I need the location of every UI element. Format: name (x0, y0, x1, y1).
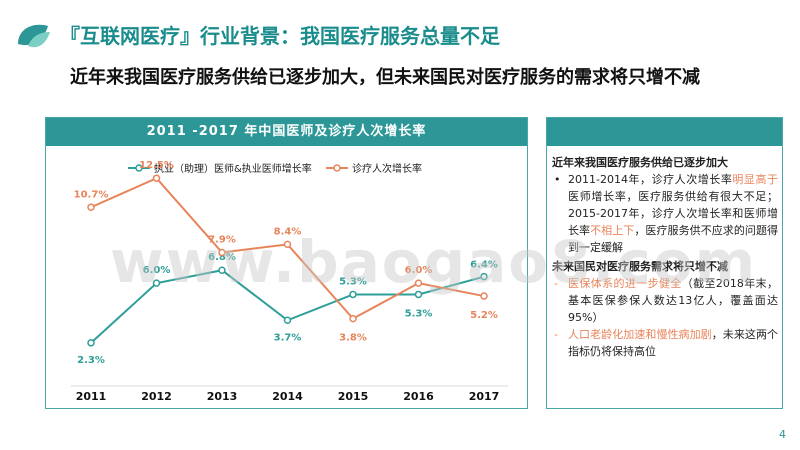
bullet-dot-icon: • (554, 173, 561, 186)
data-point (87, 203, 95, 212)
bullet-dash-icon: - (554, 328, 558, 341)
bullet-item-1: • 2011-2014年，诊疗人次增长率明显高于医师增长率，医疗服务供给有很大不足… (552, 171, 778, 256)
item2-text: （截至2018年末，基本医保参保人数达13亿人，覆盖面达95%） (568, 277, 778, 324)
legend-marker (135, 164, 143, 172)
x-tick-label: 2011 (76, 390, 107, 403)
chart-title: 2011 -2017 年中国医师及诊疗人次增长率 (46, 118, 527, 146)
item1-text-e: ，医疗服务供不应求的问题得到一定缓解 (568, 224, 779, 254)
bullet-dash-icon: - (554, 277, 558, 290)
data-label: 6.0% (405, 265, 433, 276)
data-label: 6.0% (143, 265, 171, 276)
item1-text-a: 2011-2014年，诊疗人次增长率 (568, 173, 733, 186)
x-tick-label: 2014 (272, 390, 303, 403)
data-label: 2.3% (77, 355, 105, 366)
item1-highlight-a: 明显高于 (732, 173, 778, 186)
chart-panel: 2011 -2017 年中国医师及诊疗人次增长率 执业（助理）医师&执业医师增长… (45, 117, 528, 409)
data-point (283, 240, 292, 249)
x-tick-label: 2015 (338, 390, 369, 403)
data-point (414, 290, 423, 299)
item1-highlight-b: 不相上下 (590, 224, 635, 237)
x-tick-label: 2013 (207, 390, 238, 403)
data-label: 6.4% (470, 260, 498, 271)
side-panel-content: 近年来我国医疗服务供给已逐步加大 • 2011-2014年，诊疗人次增长率明显高于… (552, 152, 778, 360)
bullet-item-2: - 医保体系的进一步健全（截至2018年末，基本医保参保人数达13亿人，覆盖面达9… (552, 275, 778, 326)
data-label: 3.8% (339, 333, 367, 344)
legend-marker (333, 164, 341, 172)
logo-icon (18, 24, 50, 48)
legend-label: 执业（助理）医师&执业医师增长率 (154, 162, 312, 175)
item3-highlight: 人口老龄化加速和慢性病加剧 (568, 328, 712, 341)
data-label: 5.3% (339, 276, 367, 287)
item3-text: ，未来这两个指标仍将保持高位 (568, 328, 779, 358)
data-point (87, 339, 95, 347)
data-label: 10.7% (74, 189, 109, 200)
data-label: 6.8% (208, 252, 236, 263)
data-point (480, 272, 488, 281)
data-point (349, 290, 357, 299)
data-point (349, 314, 357, 323)
item2-highlight: 医保体系的进一步健全 (568, 277, 682, 290)
watermark: www.baogao8.com (110, 228, 758, 296)
data-point (218, 266, 226, 274)
data-label: 5.3% (405, 308, 433, 319)
section1-title: 近年来我国医疗服务供给已逐步加大 (552, 156, 728, 169)
data-label: 7.9% (208, 234, 236, 245)
x-tick-label: 2017 (469, 390, 500, 403)
data-point (414, 279, 423, 287)
bullet-item-3: - 人口老龄化加速和慢性病加剧，未来这两个指标仍将保持高位 (552, 326, 778, 360)
data-label: 12.5% (139, 160, 174, 171)
data-label: 8.4% (274, 226, 302, 237)
data-point (480, 292, 488, 300)
side-panel-header (547, 118, 782, 146)
data-point (152, 279, 161, 287)
page-subtitle: 近年来我国医疗服务供给已逐步加大，但未来国民对医疗服务的需求将只增不减 (70, 67, 700, 88)
x-tick-label: 2016 (403, 390, 434, 403)
side-panel: 近年来我国医疗服务供给已逐步加大 • 2011-2014年，诊疗人次增长率明显高于… (546, 117, 783, 409)
data-label: 3.7% (274, 332, 302, 343)
line-chart: 执业（助理）医师&执业医师增长率 诊疗人次增长率 2011 2012 2013 2014 2… (71, 160, 508, 403)
page-number: 4 (779, 428, 786, 441)
item1-text-c: 医师增长率，医疗服务供给有很大不足；2015-2017年，诊疗人次增长率和医师增… (568, 190, 778, 237)
data-point (152, 174, 161, 182)
data-point (283, 316, 292, 325)
data-label: 5.2% (470, 310, 498, 321)
page-title: 『互联网医疗』行业背景：我国医疗服务总量不足 (60, 24, 500, 48)
x-tick-label: 2012 (141, 390, 172, 403)
section2-title: 未来国民对医疗服务需求将只增不减 (552, 260, 728, 273)
data-point (218, 248, 226, 257)
legend-label: 诊疗人次增长率 (352, 162, 422, 175)
